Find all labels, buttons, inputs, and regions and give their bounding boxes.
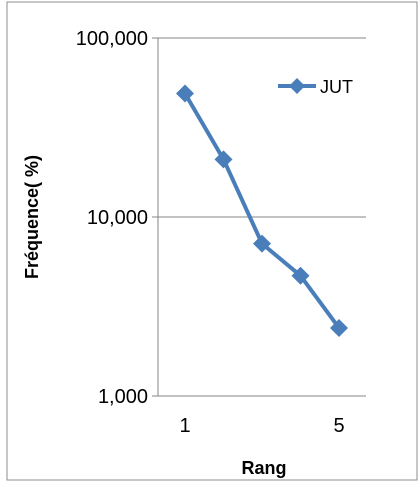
legend-label: JUT <box>320 77 353 97</box>
y-tick-label: 10,000 <box>87 207 148 229</box>
labels: 1,000 10,000 100,000 1 5 Rang Fréquence( %) <box>22 28 345 478</box>
x-axis-title: Rang <box>242 458 287 478</box>
x-tick-label: 5 <box>333 415 344 437</box>
data-point <box>176 84 194 103</box>
legend-swatch-marker <box>289 78 305 94</box>
x-tick-label: 1 <box>179 415 190 437</box>
y-axis-title: Fréquence( %) <box>22 155 42 279</box>
chart-frame <box>6 1 418 481</box>
data-point <box>253 234 271 253</box>
y-tick-label: 1,000 <box>98 386 148 408</box>
legend: JUT <box>278 77 353 97</box>
y-tick-label: 100,000 <box>76 28 148 50</box>
axes <box>152 37 159 397</box>
data-point <box>330 318 348 337</box>
series-layer <box>176 84 348 337</box>
data-point <box>291 266 310 285</box>
data-point <box>214 150 233 169</box>
gridlines <box>158 37 366 397</box>
